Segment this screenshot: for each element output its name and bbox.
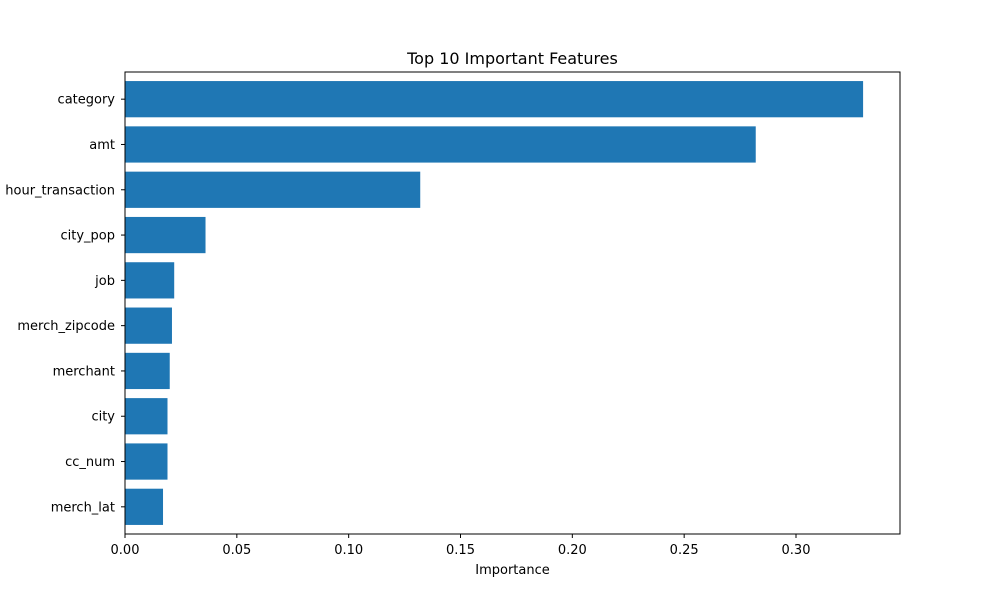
x-tick-label: 0.25 (670, 543, 699, 558)
bar-merch-lat (125, 488, 164, 525)
bars-group (125, 81, 864, 525)
bar-city-pop (125, 216, 206, 254)
x-tick-label: 0.10 (334, 543, 363, 558)
y-tick-label: city (91, 410, 115, 425)
x-axis-ticks: 0.00 0.05 0.10 0.15 0.20 0.25 0.30 (111, 534, 811, 558)
x-tick-label: 0.05 (222, 543, 251, 558)
bar-city (125, 398, 168, 435)
y-tick-label: merch_zipcode (17, 319, 115, 334)
bar-merch-zipcode (125, 307, 172, 344)
bar-category (125, 81, 864, 118)
x-tick-label: 0.20 (558, 543, 587, 558)
bar-hour-transaction (125, 171, 421, 208)
y-tick-label: hour_transaction (5, 183, 115, 198)
bar-job (125, 262, 175, 299)
plot-frame (124, 71, 901, 535)
bar-cc-num (125, 443, 168, 480)
y-tick-label: city_pop (60, 229, 115, 244)
y-tick-label: cc_num (65, 455, 115, 470)
x-tick-label: 0.30 (782, 543, 811, 558)
y-tick-label: amt (89, 138, 115, 153)
bar-amt (125, 126, 756, 163)
chart-title: Top 10 Important Features (406, 49, 618, 68)
y-tick-label: merchant (53, 364, 115, 379)
x-tick-label: 0.00 (111, 543, 140, 558)
bar-merchant (125, 352, 170, 390)
x-tick-label: 0.15 (446, 543, 475, 558)
y-tick-label: job (94, 274, 115, 289)
y-tick-label: category (58, 93, 116, 108)
x-axis-label: Importance (475, 563, 550, 578)
y-tick-label: merch_lat (51, 500, 115, 515)
